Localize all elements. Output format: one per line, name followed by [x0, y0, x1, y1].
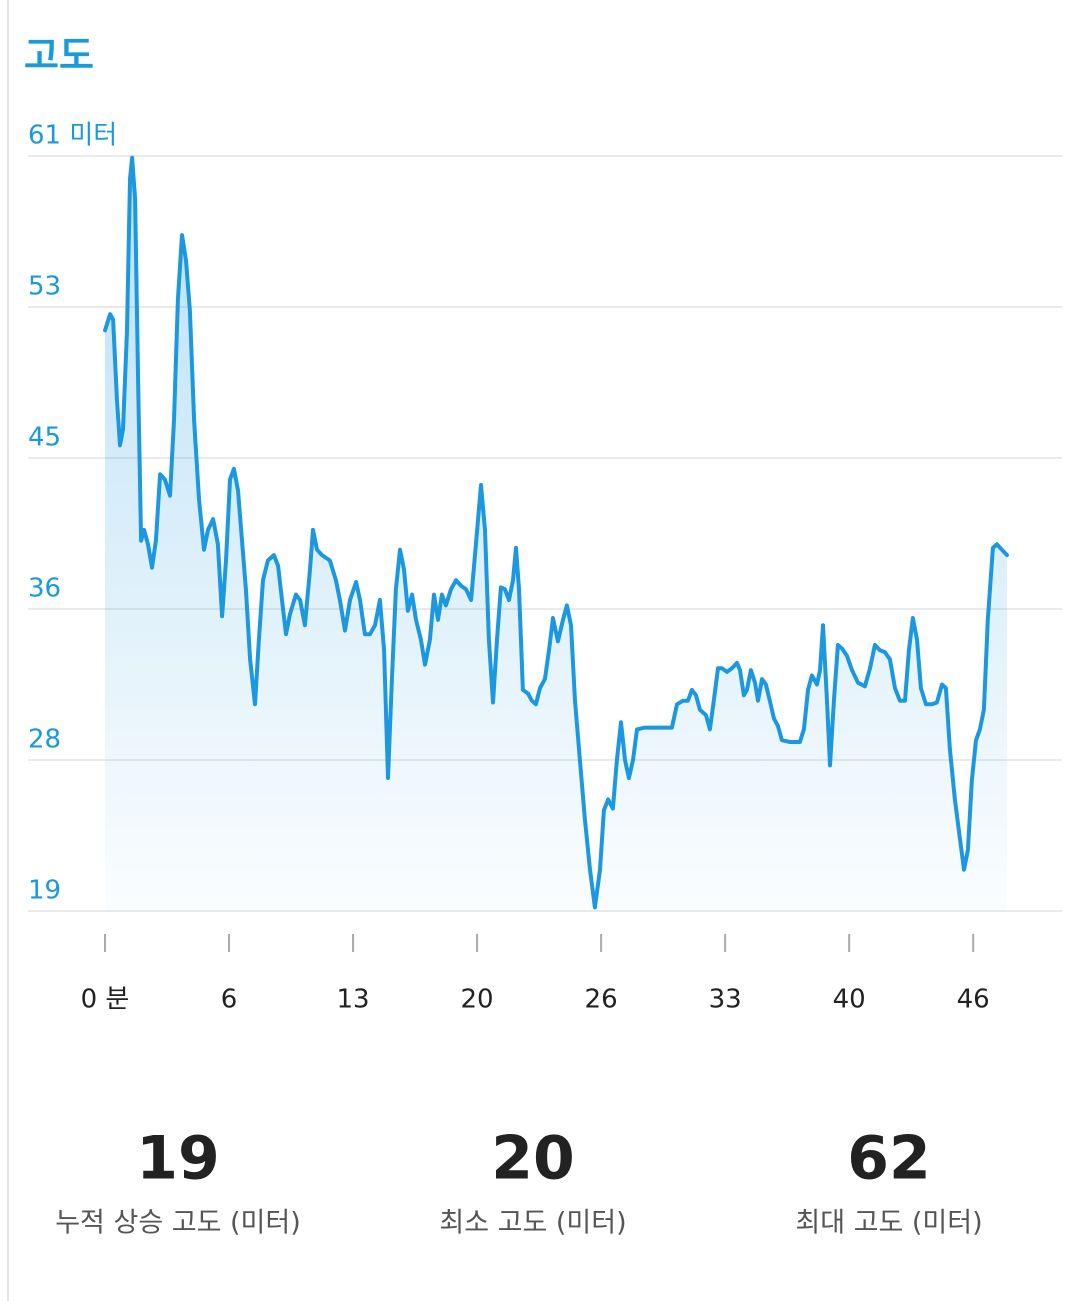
- stat-label: 누적 상승 고도 (미터): [55, 1208, 301, 1239]
- y-tick-label: 45: [28, 423, 61, 453]
- stat-value: 20: [491, 1124, 575, 1194]
- y-tick-label: 36: [28, 574, 61, 604]
- y-tick-label: 28: [28, 725, 61, 755]
- elevation-line: [103, 155, 1009, 910]
- stat-label: 최소 고도 (미터): [439, 1208, 626, 1239]
- x-tick-label: 46: [957, 985, 990, 1015]
- x-tick-label: 20: [461, 985, 494, 1015]
- stat-value: 19: [136, 1124, 220, 1194]
- stat-value: 62: [847, 1124, 931, 1194]
- area-fill: [105, 157, 1007, 912]
- x-tick-label: 40: [833, 985, 866, 1015]
- chart-title: 고도: [24, 34, 94, 78]
- y-tick-label: 61 미터: [28, 121, 117, 151]
- x-tick-label: 26: [585, 985, 618, 1015]
- y-tick-label: 19: [28, 876, 61, 906]
- x-tick-label: 0 분: [81, 985, 130, 1015]
- stat-label: 최대 고도 (미터): [795, 1208, 982, 1239]
- x-tick-label: 6: [221, 985, 238, 1015]
- x-tick-label: 13: [337, 985, 370, 1015]
- y-tick-label: 53: [28, 272, 61, 302]
- x-tick-label: 33: [709, 985, 742, 1015]
